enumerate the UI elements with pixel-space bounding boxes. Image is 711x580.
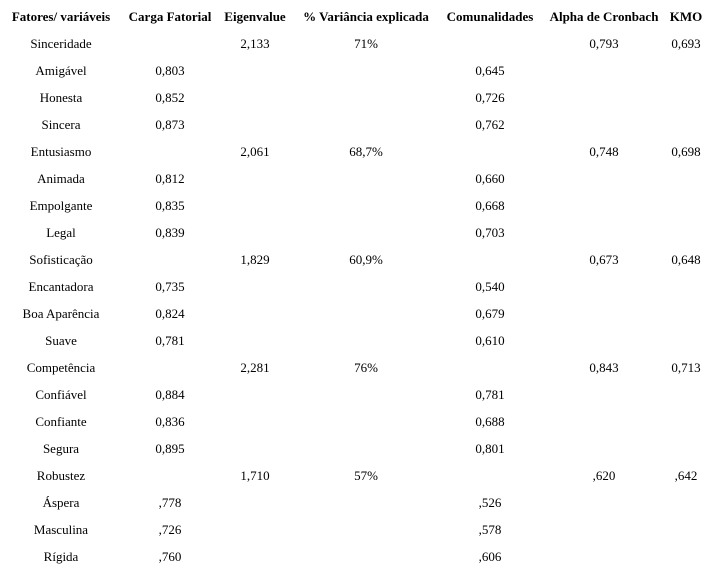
cell: ,778 [159, 495, 182, 510]
cell: 2,133 [240, 36, 269, 51]
cell: 60,9% [349, 252, 383, 267]
row-label: Confiante [35, 414, 86, 429]
cell: 0,803 [155, 63, 184, 78]
cell: 0,673 [589, 252, 618, 267]
cell: 0,801 [475, 441, 504, 456]
cell: 0,873 [155, 117, 184, 132]
header-cell: Comunalidades [447, 9, 534, 24]
cell: ,578 [479, 522, 502, 537]
row-label: Sincera [42, 117, 81, 132]
row-label: Segura [43, 441, 79, 456]
cell: 0,668 [475, 198, 504, 213]
row-label: Entusiasmo [31, 144, 92, 159]
cell: 0,884 [155, 387, 185, 402]
row-label: Confiável [35, 387, 87, 402]
row-label: Empolgante [30, 198, 93, 213]
row-label: Robustez [37, 468, 86, 483]
row-label: Rígida [44, 549, 79, 564]
cell: ,620 [593, 468, 616, 483]
cell: 0,839 [155, 225, 184, 240]
cell: 0,812 [155, 171, 184, 186]
cell: 71% [354, 36, 378, 51]
cell: 68,7% [349, 144, 383, 159]
cell: 0,836 [155, 414, 185, 429]
row-label: Honesta [40, 90, 83, 105]
cell: 57% [354, 468, 378, 483]
row-label: Sofisticação [29, 252, 93, 267]
cell: 0,688 [475, 414, 504, 429]
cell: 0,713 [671, 360, 700, 375]
header-cell: Alpha de Cronbach [550, 9, 660, 24]
cell: ,642 [675, 468, 698, 483]
cell: 1,710 [240, 468, 269, 483]
cell: 0,703 [475, 225, 504, 240]
cell: 2,281 [240, 360, 269, 375]
cell: ,526 [479, 495, 502, 510]
cell: 0,660 [475, 171, 504, 186]
header-cell: Fatores/ variáveis [12, 9, 110, 24]
cell: 0,540 [475, 279, 504, 294]
cell: 1,829 [240, 252, 269, 267]
header-cell: % Variância explicada [303, 9, 429, 24]
cell: 0,762 [475, 117, 504, 132]
cell: 0,679 [475, 306, 504, 321]
cell: 76% [354, 360, 378, 375]
row-label: Animada [37, 171, 85, 186]
cell: ,606 [479, 549, 502, 564]
cell: 2,061 [240, 144, 269, 159]
cell: 0,793 [589, 36, 618, 51]
row-label: Amigável [35, 63, 87, 78]
cell: 0,645 [475, 63, 504, 78]
cell: 0,693 [671, 36, 700, 51]
row-label: Áspera [43, 495, 80, 510]
row-label: Suave [45, 333, 77, 348]
cell: ,760 [159, 549, 182, 564]
cell: 0,895 [155, 441, 184, 456]
cell: 0,824 [155, 306, 185, 321]
row-label: Encantadora [29, 279, 94, 294]
row-label: Legal [46, 225, 76, 240]
cell: 0,735 [155, 279, 184, 294]
header-cell: Carga Fatorial [129, 9, 212, 24]
cell: 0,726 [475, 90, 505, 105]
row-label: Masculina [34, 522, 88, 537]
cell: 0,610 [475, 333, 504, 348]
cell: 0,698 [671, 144, 700, 159]
cell: 0,781 [475, 387, 504, 402]
header-cell: KMO [670, 9, 703, 24]
cell: 0,781 [155, 333, 184, 348]
row-label: Sinceridade [30, 36, 92, 51]
cell: 0,843 [589, 360, 618, 375]
cell: 0,648 [671, 252, 700, 267]
header-cell: Eigenvalue [224, 9, 286, 24]
cell: 0,748 [589, 144, 618, 159]
row-label: Competência [27, 360, 96, 375]
cell: 0,852 [155, 90, 184, 105]
cell: 0,835 [155, 198, 184, 213]
cell: ,726 [159, 522, 182, 537]
row-label: Boa Aparência [23, 306, 100, 321]
